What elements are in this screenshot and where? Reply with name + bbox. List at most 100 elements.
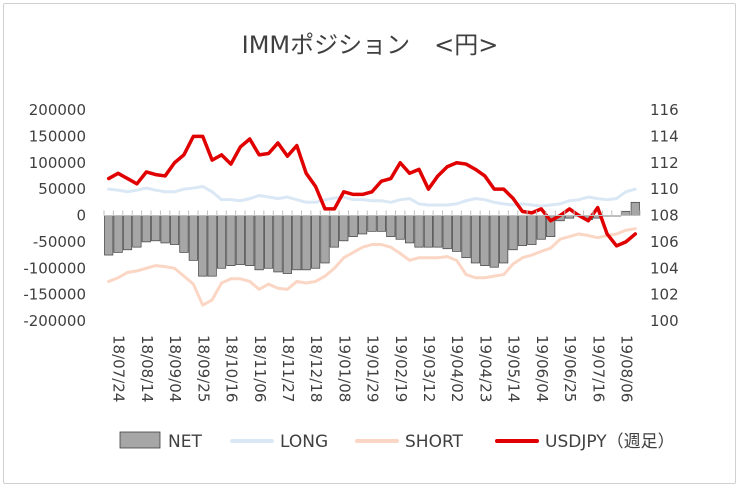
net-bar [517, 215, 528, 246]
net-bar [207, 215, 217, 277]
net-bar [508, 215, 518, 251]
net-bar [461, 215, 471, 259]
zero-axis [103, 210, 641, 216]
net-bar [320, 215, 330, 264]
x-axis-tick-label: 19/04/23 [476, 335, 494, 402]
usdjpy-line [106, 134, 638, 248]
right-axis-tick-label: 102 [650, 286, 679, 304]
net-bar [235, 215, 245, 265]
left-axis-ticks: 200000 150000 100000 50000 0 -50000 -100000 -15… [23, 101, 86, 330]
right-axis-tick-label: 108 [650, 207, 679, 225]
net-bar [358, 215, 368, 235]
net-bar [470, 215, 481, 264]
x-axis-tick-label: 18/08/14 [138, 335, 156, 402]
net-bar [226, 215, 236, 266]
x-axis-tick-label: 19/04/02 [448, 335, 466, 402]
x-axis-ticks: 18/07/24 18/08/14 18/09/04 18/09/25 18/10/16… [110, 335, 636, 402]
net-bar [179, 215, 189, 253]
net-bar [630, 201, 640, 216]
net-bar [499, 215, 509, 264]
right-axis-tick-label: 100 [650, 312, 679, 330]
right-axis-tick-label: 114 [650, 127, 679, 145]
net-bar [348, 215, 358, 237]
net-bar [329, 215, 339, 248]
net-bar [141, 215, 151, 243]
right-axis-tick-label: 116 [650, 101, 679, 119]
legend-net-swatch [119, 431, 161, 449]
net-bar [480, 215, 490, 266]
net-bar [301, 215, 311, 271]
net-bar [254, 215, 264, 271]
left-axis-tick-label: -100000 [23, 259, 86, 277]
long-line [107, 184, 637, 208]
chart-frame [3, 3, 736, 484]
legend-usdjpy-label: USDJPY（週足） [545, 432, 675, 452]
net-bar [245, 215, 255, 266]
x-axis-tick-label: 19/05/14 [505, 335, 523, 402]
x-axis-tick-label: 19/01/29 [364, 335, 382, 402]
net-bar [433, 215, 443, 248]
net-bar [621, 210, 631, 216]
x-axis-tick-label: 18/12/18 [307, 335, 325, 402]
left-axis-tick-label: -150000 [23, 286, 86, 304]
net-bar [292, 215, 302, 271]
x-axis-tick-label: 18/09/25 [194, 335, 212, 402]
x-axis-tick-label: 19/06/04 [533, 335, 551, 402]
chart-title: IMMポジション <円> [242, 31, 499, 59]
net-bar [376, 215, 386, 232]
right-axis-tick-label: 106 [650, 233, 679, 251]
net-bar [188, 215, 198, 261]
x-axis-tick-label: 19/06/25 [561, 335, 579, 402]
x-axis-tick-label: 19/01/08 [335, 335, 353, 402]
net-bar [452, 215, 462, 252]
net-bar [527, 215, 537, 245]
short-line [107, 227, 637, 307]
net-bar [367, 215, 377, 232]
left-axis-tick-label: 0 [76, 207, 86, 225]
net-bars [104, 201, 640, 277]
net-bar [198, 215, 208, 277]
right-axis-ticks: 116 114 112 110 108 106 104 102 100 [650, 101, 679, 330]
x-axis-tick-label: 18/11/06 [251, 335, 269, 402]
x-axis-tick-label: 18/07/24 [110, 335, 128, 402]
left-axis-tick-label: 200000 [29, 101, 86, 119]
net-bar [104, 215, 114, 256]
net-bar [273, 215, 283, 273]
x-axis-tick-label: 19/02/19 [392, 335, 410, 402]
net-bar [414, 215, 424, 248]
net-bar [489, 215, 499, 268]
legend-short-label: SHORT [405, 432, 464, 452]
left-axis-tick-label: -200000 [23, 312, 86, 330]
left-axis-tick-label: 100000 [29, 154, 86, 172]
x-axis-tick-label: 18/10/16 [223, 335, 241, 402]
net-bar [216, 215, 227, 269]
net-bar [442, 215, 452, 250]
net-bar [282, 215, 292, 274]
net-bar [160, 215, 170, 244]
net-bar [423, 215, 434, 248]
right-axis-tick-label: 104 [650, 259, 679, 277]
net-bar [113, 215, 123, 253]
net-bar [536, 215, 546, 240]
right-axis-tick-label: 112 [650, 154, 679, 172]
net-bar [339, 215, 349, 242]
series-lines [106, 134, 638, 307]
x-axis-tick-label: 19/03/12 [420, 335, 438, 402]
net-bar [132, 215, 142, 248]
legend: NET LONG SHORT USDJPY（週足） [119, 431, 675, 452]
net-bar [169, 215, 180, 245]
legend-long-label: LONG [280, 432, 328, 452]
legend-net-label: NET [168, 432, 202, 452]
x-axis-tick-label: 18/11/27 [279, 335, 297, 402]
net-bar [386, 215, 396, 237]
left-axis-tick-label: 50000 [38, 180, 86, 198]
net-bar [263, 215, 274, 269]
net-bar [405, 215, 415, 244]
net-bar [122, 215, 133, 251]
net-bar [395, 215, 405, 240]
left-axis-tick-label: -50000 [33, 233, 86, 251]
left-axis-tick-label: 150000 [29, 127, 86, 145]
x-axis-tick-label: 18/09/04 [166, 335, 184, 402]
net-bar [151, 215, 161, 242]
